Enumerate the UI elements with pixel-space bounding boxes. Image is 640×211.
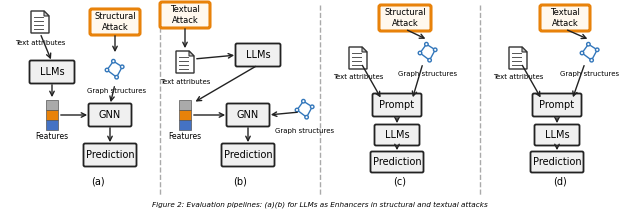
Bar — [179, 120, 191, 130]
FancyBboxPatch shape — [379, 5, 431, 31]
Bar — [46, 120, 58, 130]
Text: Structural
Attack: Structural Attack — [384, 8, 426, 28]
Text: GNN: GNN — [99, 110, 121, 120]
Polygon shape — [189, 51, 194, 56]
Polygon shape — [362, 47, 367, 52]
Circle shape — [115, 76, 118, 79]
Circle shape — [120, 65, 124, 69]
FancyBboxPatch shape — [534, 124, 579, 146]
Circle shape — [428, 58, 431, 62]
Circle shape — [425, 42, 428, 46]
Circle shape — [580, 51, 584, 55]
FancyBboxPatch shape — [160, 2, 210, 28]
Text: Prompt: Prompt — [540, 100, 575, 110]
Bar — [46, 110, 58, 120]
Circle shape — [105, 68, 109, 72]
Bar — [179, 110, 191, 120]
Polygon shape — [522, 47, 527, 52]
Text: Textual
Attack: Textual Attack — [550, 8, 580, 28]
Circle shape — [301, 99, 305, 103]
FancyBboxPatch shape — [83, 143, 136, 166]
FancyBboxPatch shape — [540, 5, 590, 31]
Bar — [46, 100, 58, 110]
FancyBboxPatch shape — [236, 43, 280, 66]
Text: GNN: GNN — [237, 110, 259, 120]
Polygon shape — [176, 51, 194, 73]
Circle shape — [310, 105, 314, 109]
Circle shape — [305, 115, 308, 119]
Circle shape — [111, 60, 115, 63]
Text: (c): (c) — [394, 177, 406, 187]
Text: Features: Features — [168, 132, 202, 141]
Text: Graph structures: Graph structures — [399, 71, 458, 77]
FancyBboxPatch shape — [88, 104, 131, 127]
Text: LLMs: LLMs — [246, 50, 270, 60]
Text: Prediction: Prediction — [224, 150, 272, 160]
FancyBboxPatch shape — [90, 9, 140, 35]
Text: Graph structures: Graph structures — [88, 88, 147, 94]
Text: Text attributes: Text attributes — [15, 40, 65, 46]
Text: Textual
Attack: Textual Attack — [170, 5, 200, 25]
FancyBboxPatch shape — [532, 93, 582, 116]
Text: Features: Features — [35, 132, 68, 141]
Text: Text attributes: Text attributes — [160, 79, 210, 85]
Circle shape — [595, 48, 599, 51]
Text: Text attributes: Text attributes — [333, 74, 383, 80]
Bar — [179, 100, 191, 110]
Polygon shape — [31, 11, 49, 33]
Text: LLMs: LLMs — [40, 67, 64, 77]
FancyBboxPatch shape — [29, 61, 74, 84]
Circle shape — [419, 51, 422, 55]
Text: LLMs: LLMs — [385, 130, 410, 140]
FancyBboxPatch shape — [371, 151, 424, 173]
Polygon shape — [509, 47, 527, 69]
Text: Prompt: Prompt — [380, 100, 415, 110]
FancyBboxPatch shape — [531, 151, 584, 173]
Polygon shape — [44, 11, 49, 16]
Circle shape — [590, 58, 593, 62]
Text: Figure 2: Evaluation pipelines: (a)(b) for LLMs as Enhancers in structural and t: Figure 2: Evaluation pipelines: (a)(b) f… — [152, 202, 488, 208]
Text: Structural
Attack: Structural Attack — [94, 12, 136, 32]
Text: LLMs: LLMs — [545, 130, 570, 140]
Text: (b): (b) — [233, 177, 247, 187]
Text: Text attributes: Text attributes — [493, 74, 543, 80]
Circle shape — [295, 108, 299, 112]
Circle shape — [587, 42, 590, 46]
FancyBboxPatch shape — [372, 93, 422, 116]
Text: Prediction: Prediction — [532, 157, 581, 167]
Text: (d): (d) — [553, 177, 567, 187]
Text: Prediction: Prediction — [372, 157, 421, 167]
FancyBboxPatch shape — [221, 143, 275, 166]
Text: Graph structures: Graph structures — [275, 128, 335, 134]
Text: Graph structures: Graph structures — [561, 71, 620, 77]
Text: Prediction: Prediction — [86, 150, 134, 160]
FancyBboxPatch shape — [374, 124, 419, 146]
FancyBboxPatch shape — [227, 104, 269, 127]
Circle shape — [433, 48, 437, 51]
Text: (a): (a) — [91, 177, 104, 187]
Polygon shape — [349, 47, 367, 69]
